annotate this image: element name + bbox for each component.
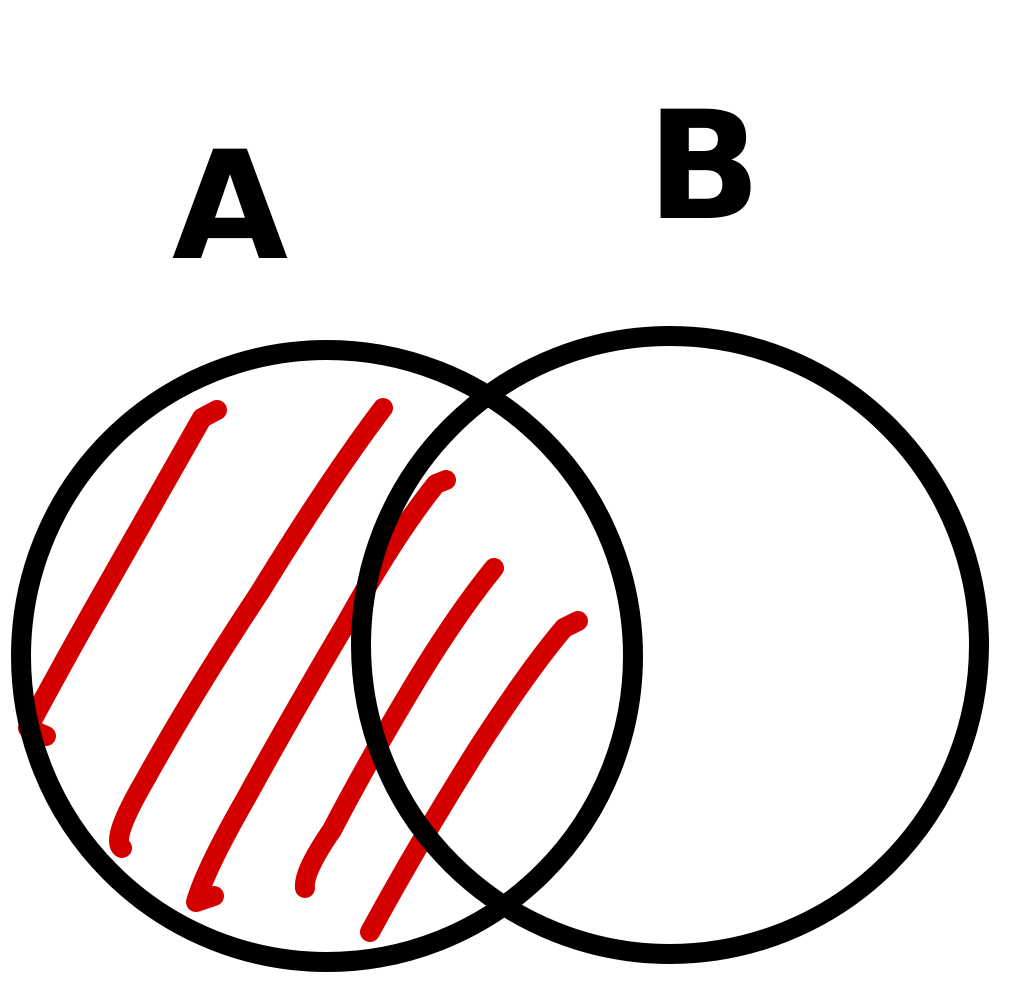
set-a-label: A <box>172 120 288 294</box>
set-a-circle <box>11 340 643 972</box>
hatch-stroke <box>18 400 227 746</box>
set-b-label: B <box>647 80 761 254</box>
set-a-hatching <box>18 398 588 942</box>
hatch-stroke <box>360 611 588 942</box>
hatch-stroke <box>294 558 504 898</box>
set-b-circle <box>351 326 989 964</box>
hatch-stroke <box>108 398 393 858</box>
hatch-stroke <box>186 470 456 912</box>
